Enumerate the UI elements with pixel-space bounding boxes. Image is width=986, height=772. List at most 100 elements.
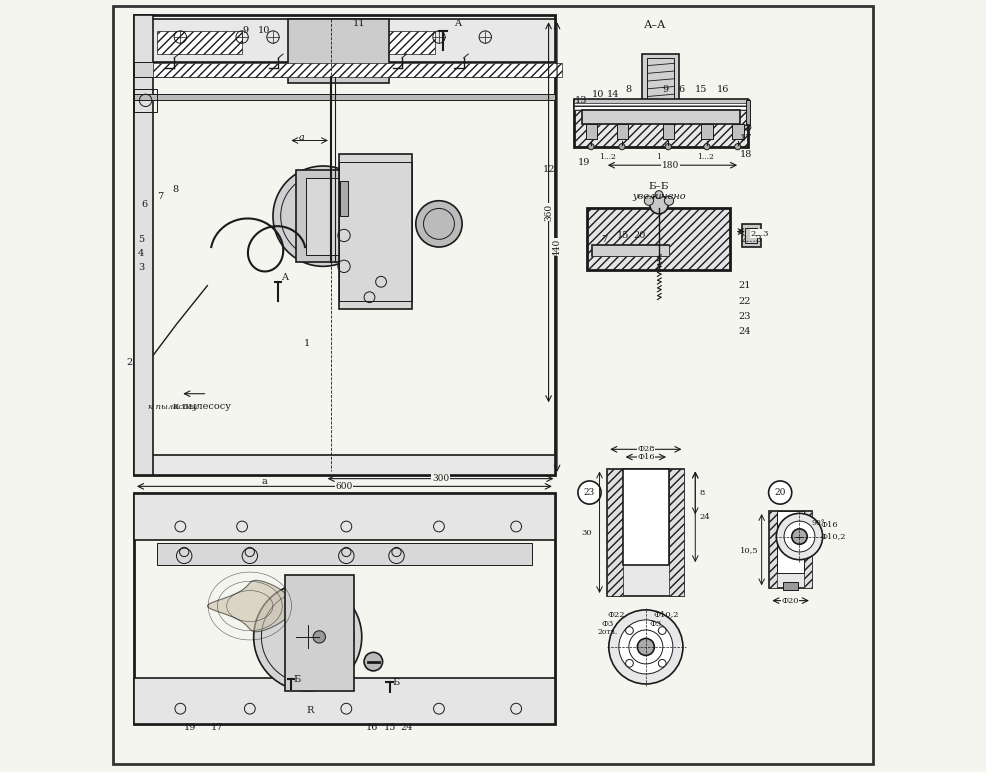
Bar	[327, 31, 435, 54]
Bar	[574, 99, 747, 107]
Bar	[134, 15, 555, 475]
Text: 1...2: 1...2	[697, 154, 714, 161]
Bar	[607, 469, 684, 596]
Text: 2отв.: 2отв.	[598, 628, 617, 636]
Text: А–А: А–А	[644, 20, 667, 29]
Text: Ф22: Ф22	[607, 611, 625, 618]
Bar	[134, 493, 555, 724]
Text: 9: 9	[243, 26, 248, 36]
Text: 10: 10	[592, 90, 604, 99]
Bar	[134, 455, 555, 475]
Text: 3: 3	[138, 263, 144, 273]
Bar	[588, 208, 730, 270]
Text: 23: 23	[739, 312, 751, 321]
Text: 440: 440	[552, 239, 562, 256]
Text: Б: Б	[392, 678, 400, 687]
Text: 1: 1	[304, 339, 311, 348]
Bar	[623, 469, 669, 565]
Text: 360: 360	[544, 204, 553, 221]
Circle shape	[735, 144, 740, 150]
Circle shape	[608, 610, 683, 684]
Text: a: a	[299, 133, 305, 142]
Text: R: R	[307, 706, 314, 715]
Text: 20: 20	[774, 488, 786, 497]
Bar	[134, 15, 153, 475]
Text: 2: 2	[126, 358, 132, 367]
Text: 11: 11	[353, 19, 365, 28]
Text: 6: 6	[678, 85, 684, 94]
Bar	[805, 511, 811, 588]
Text: 90°: 90°	[811, 520, 824, 527]
Circle shape	[619, 620, 672, 674]
Text: 19: 19	[578, 157, 591, 167]
Bar	[153, 63, 562, 77]
Circle shape	[792, 529, 808, 544]
Text: 22: 22	[739, 296, 751, 306]
Bar	[340, 181, 348, 216]
Circle shape	[292, 621, 323, 652]
Bar	[296, 170, 358, 262]
Bar	[289, 19, 388, 83]
Text: 15: 15	[695, 85, 708, 94]
Circle shape	[784, 521, 814, 552]
Text: 23: 23	[584, 488, 596, 497]
Circle shape	[314, 631, 325, 643]
Text: к пылесосу: к пылесосу	[148, 403, 197, 411]
Bar	[592, 245, 669, 256]
Text: Б–Б: Б–Б	[649, 182, 669, 191]
Text: A: A	[281, 273, 288, 283]
Circle shape	[666, 144, 671, 150]
Text: 180: 180	[662, 161, 679, 170]
Text: Ф16: Ф16	[820, 521, 838, 529]
Bar	[134, 494, 555, 540]
Circle shape	[253, 583, 362, 691]
Bar	[663, 124, 674, 139]
Text: 24: 24	[400, 723, 413, 732]
Text: Ф28: Ф28	[637, 445, 655, 453]
Bar	[744, 228, 757, 243]
Bar	[134, 678, 555, 724]
Bar	[338, 162, 412, 301]
Bar	[616, 124, 628, 139]
Text: Ф10,2: Ф10,2	[820, 533, 846, 540]
Text: 14: 14	[607, 90, 620, 99]
Text: 12: 12	[543, 165, 556, 174]
Circle shape	[637, 638, 655, 655]
Bar	[134, 89, 157, 112]
Bar	[586, 124, 598, 139]
Circle shape	[578, 481, 601, 504]
Bar	[134, 19, 555, 62]
Bar	[642, 54, 679, 100]
Circle shape	[776, 513, 822, 560]
Text: 8: 8	[700, 489, 705, 496]
Text: 19: 19	[184, 723, 196, 732]
Bar	[574, 103, 747, 110]
Circle shape	[704, 144, 710, 150]
Text: 10,5: 10,5	[740, 546, 758, 554]
Text: 8: 8	[173, 185, 178, 194]
Text: к пылесосу: к пылесосу	[173, 402, 231, 411]
Circle shape	[273, 166, 374, 266]
Text: Б: Б	[294, 675, 301, 684]
Circle shape	[619, 144, 625, 150]
Text: 1...2: 1...2	[599, 154, 615, 161]
Bar	[733, 124, 743, 139]
Text: увеличено: увеличено	[632, 192, 686, 201]
Text: 5: 5	[138, 235, 144, 244]
Text: 20: 20	[633, 231, 646, 240]
Circle shape	[308, 201, 338, 232]
Circle shape	[644, 196, 654, 205]
Bar	[134, 94, 555, 100]
Text: 4: 4	[138, 249, 144, 258]
Bar	[783, 582, 798, 590]
Text: Ф3: Ф3	[601, 620, 614, 628]
Circle shape	[364, 652, 383, 671]
Bar	[582, 110, 740, 124]
Circle shape	[650, 195, 669, 214]
Text: 600: 600	[335, 482, 353, 491]
Polygon shape	[208, 581, 292, 631]
Circle shape	[655, 191, 663, 198]
Bar	[157, 543, 531, 565]
Text: 17: 17	[740, 134, 752, 144]
Bar	[285, 575, 354, 691]
